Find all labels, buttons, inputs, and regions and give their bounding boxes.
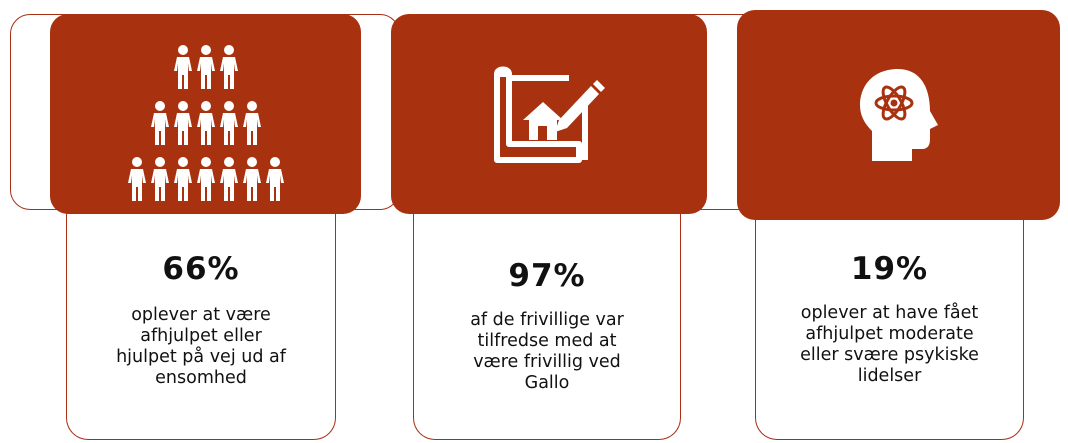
head-atom-icon xyxy=(859,69,938,161)
people-pyramid-icon xyxy=(127,45,284,201)
stat-value: 19% xyxy=(850,251,929,287)
stat-description: af de frivillige var tilfredse med at væ… xyxy=(470,310,624,393)
house-blueprint-icon xyxy=(494,66,605,163)
stat-value: 66% xyxy=(162,251,240,287)
stat-value: 97% xyxy=(508,258,586,294)
stat-card-body xyxy=(755,190,1024,440)
stat-card-body xyxy=(413,190,681,440)
stat-card-header xyxy=(391,14,707,214)
stat-description: oplever at have fået afhjulpet moderate … xyxy=(800,303,979,386)
stat-card-header xyxy=(737,10,1060,220)
stat-card-header xyxy=(50,14,361,214)
stat-card-body xyxy=(66,190,336,440)
stat-description: oplever at være afhjulpet eller hjulpet … xyxy=(116,305,286,388)
